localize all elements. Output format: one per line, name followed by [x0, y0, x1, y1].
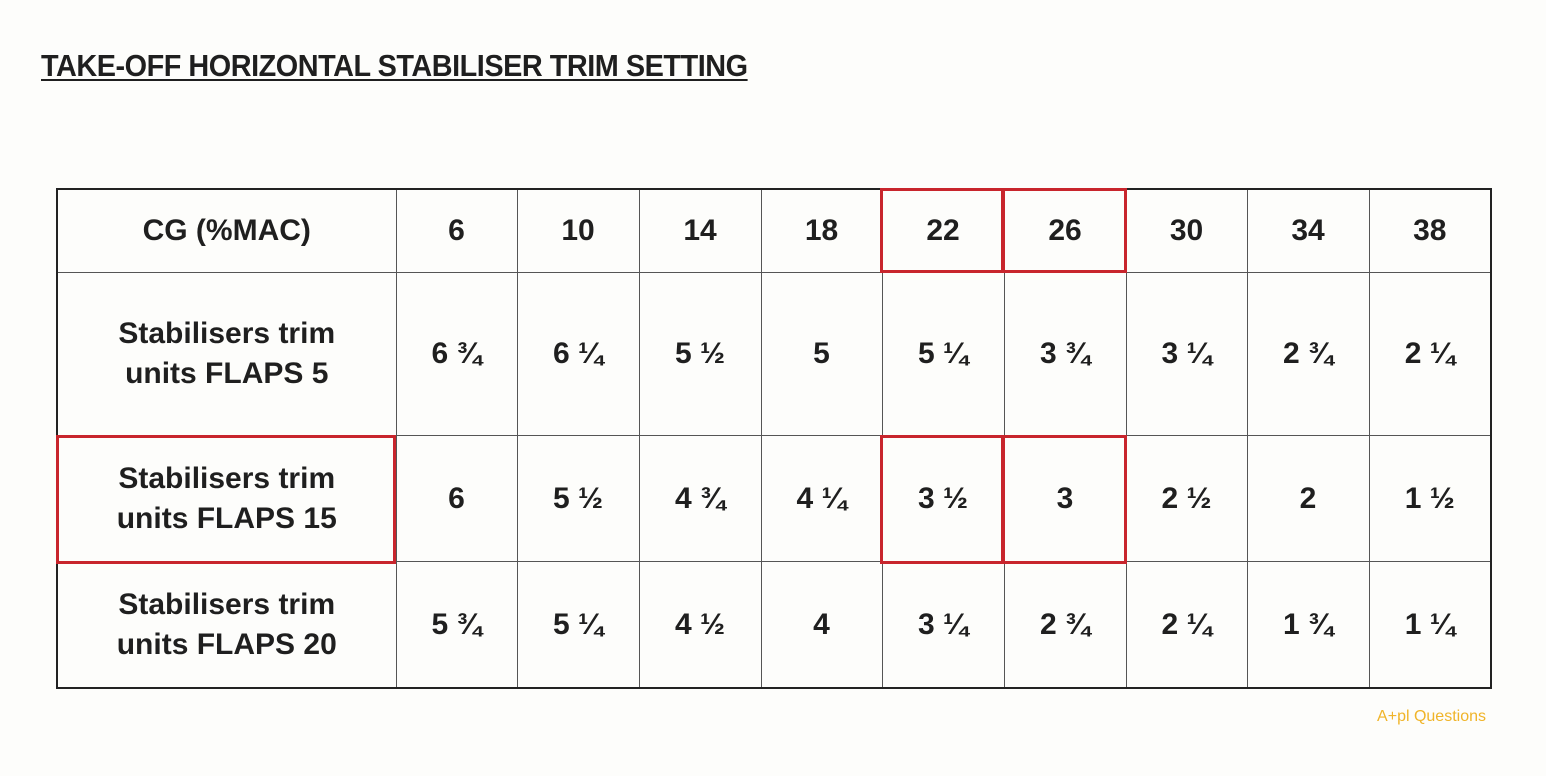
row-label-line: Stabilisers trim: [118, 587, 336, 621]
table-cell: 1 ½: [1368, 435, 1492, 562]
table-cell: 2: [1246, 435, 1370, 562]
table-cell: 5 ¼: [881, 272, 1005, 436]
table-cell: 2 ¼: [1125, 561, 1248, 689]
row-label-flaps-15: Stabilisers trim units FLAPS 15: [56, 435, 397, 562]
page-title: TAKE-OFF HORIZONTAL STABILISER TRIM SETT…: [41, 48, 748, 83]
row-label-line: units FLAPS 20: [116, 627, 337, 661]
row-label-line: Stabilisers trim: [118, 317, 336, 350]
table-cell: 6 ¼: [516, 272, 640, 436]
header-cell: 18: [760, 188, 883, 273]
header-cell: 26: [1003, 188, 1127, 273]
table-cell: 1 ¾: [1246, 561, 1370, 689]
row-label-line: Stabilisers trim: [118, 461, 336, 495]
table-cell: 6 ¾: [395, 272, 518, 436]
table-cell: 4 ½: [638, 561, 762, 689]
header-cell-cg: CG (%MAC): [56, 188, 397, 273]
table-cell: 3 ¼: [881, 561, 1005, 689]
header-cell: 30: [1125, 188, 1248, 273]
table-cell: 5 ½: [516, 435, 640, 562]
header-cell: 14: [638, 188, 762, 273]
table-row: Stabilisers trim units FLAPS 15 6 5 ½ 4 …: [56, 435, 1492, 562]
table-cell: 2 ¾: [1003, 561, 1127, 689]
table-cell: 2 ¾: [1246, 272, 1370, 436]
table-cell: 5 ½: [638, 272, 762, 436]
watermark-logo: A+pl Questions: [1377, 708, 1486, 725]
header-cell: 34: [1246, 188, 1370, 273]
table-cell: 4 ¼: [760, 435, 883, 562]
table-cell: 2 ½: [1125, 435, 1248, 562]
table-cell: 4: [760, 561, 883, 689]
row-label-line: units FLAPS 15: [116, 501, 337, 535]
table-cell: 2 ¼: [1368, 272, 1492, 436]
table-cell: 6: [395, 435, 518, 562]
table-cell: 5: [760, 272, 883, 436]
row-label-line: units FLAPS 5: [125, 357, 329, 390]
table-cell: 3: [1003, 435, 1127, 562]
table-cell: 1 ¼: [1368, 561, 1492, 689]
table-cell: 3 ½: [881, 435, 1005, 562]
header-cell: 22: [881, 188, 1005, 273]
table-cell: 3 ¾: [1003, 272, 1127, 436]
table-cell: 5 ¼: [516, 561, 640, 689]
table-row: Stabilisers trim units FLAPS 5 6 ¾ 6 ¼ 5…: [56, 272, 1492, 436]
row-label-flaps-20: Stabilisers trim units FLAPS 20: [56, 561, 397, 689]
table-row: Stabilisers trim units FLAPS 20 5 ¾ 5 ¼ …: [56, 561, 1492, 689]
header-cell: 6: [395, 188, 518, 273]
header-cell: 38: [1368, 188, 1492, 273]
table-cell: 3 ¼: [1125, 272, 1248, 436]
header-row: CG (%MAC) 6 10 14 18 22 26 30 34 38: [56, 188, 1492, 273]
header-cell: 10: [516, 188, 640, 273]
trim-setting-table: CG (%MAC) 6 10 14 18 22 26 30 34 38 Stab…: [56, 188, 1492, 689]
row-label-flaps-5: Stabilisers trim units FLAPS 5: [56, 272, 397, 436]
table-cell: 5 ¾: [395, 561, 518, 689]
table-cell: 4 ¾: [638, 435, 762, 562]
